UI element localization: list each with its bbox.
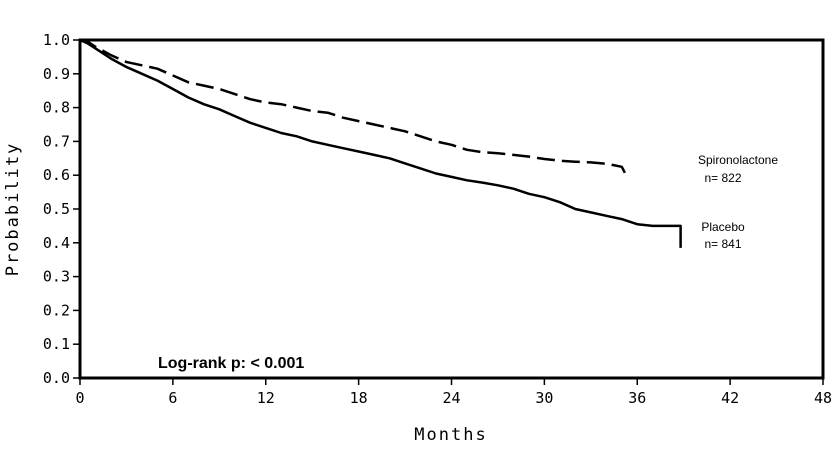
y-tick-label: 0.9 bbox=[43, 65, 70, 83]
plot-frame bbox=[78, 38, 825, 380]
spironolactone-series-line bbox=[79, 38, 627, 174]
y-tick-label: 0.0 bbox=[43, 369, 70, 387]
x-tick-label: 42 bbox=[721, 389, 739, 407]
spironolactone-n-label: n= 822 bbox=[704, 171, 741, 185]
y-tick-label: 0.6 bbox=[43, 166, 70, 184]
y-tick-label: 0.1 bbox=[43, 335, 70, 353]
y-tick-label: 1.0 bbox=[43, 31, 70, 49]
x-tick-label: 18 bbox=[350, 389, 368, 407]
series-layer bbox=[79, 38, 682, 248]
spironolactone-label: Spironolactone bbox=[698, 153, 778, 167]
y-tick-label: 0.3 bbox=[43, 268, 70, 286]
ticks-layer: 0.0 0.1 0.2 0.3 0.4 0.5 0.6 0.7 0.8 0.9 1.0 0 6 12 18 2… bbox=[43, 31, 832, 407]
x-tick-label: 0 bbox=[75, 389, 84, 407]
placebo-n-label: n= 841 bbox=[704, 237, 741, 251]
y-axis-title: Probability bbox=[3, 142, 23, 277]
placebo-series-line bbox=[79, 38, 682, 248]
y-tick-label: 0.8 bbox=[43, 99, 70, 117]
placebo-label: Placebo bbox=[701, 220, 745, 234]
x-tick-label: 36 bbox=[628, 389, 646, 407]
y-tick-label: 0.2 bbox=[43, 301, 70, 319]
x-tick-label: 30 bbox=[535, 389, 553, 407]
x-tick-label: 6 bbox=[168, 389, 177, 407]
y-tick-label: 0.7 bbox=[43, 132, 70, 150]
log-rank-annotation: Log-rank p: < 0.001 bbox=[158, 355, 304, 372]
x-tick-label: 12 bbox=[257, 389, 275, 407]
y-tick-label: 0.4 bbox=[43, 234, 70, 252]
y-tick-label: 0.5 bbox=[43, 200, 70, 218]
x-tick-label: 24 bbox=[442, 389, 460, 407]
x-tick-label: 48 bbox=[814, 389, 832, 407]
x-axis-title: Months bbox=[414, 425, 487, 445]
